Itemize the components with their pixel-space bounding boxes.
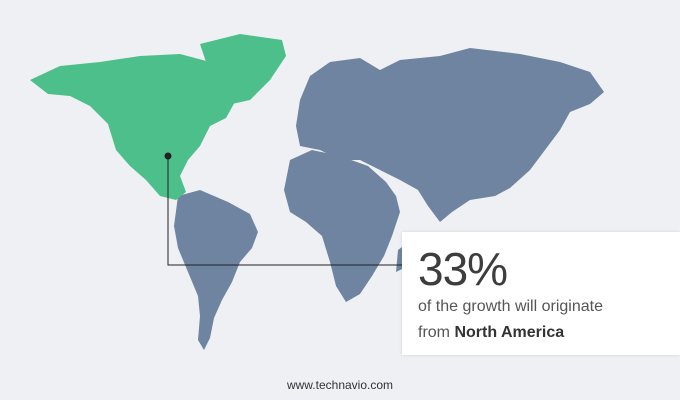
callout-region-line: from North America [418,324,564,342]
callout-card: 33% of the growth will originate from No… [402,232,680,355]
growth-percentage: 33% [418,243,508,295]
south-america [174,190,258,350]
north-america [30,54,236,200]
north-america-highlight [30,34,286,200]
region-name: North America [454,324,565,341]
greenland [200,34,286,104]
africa [284,150,400,302]
callout-leader-line [167,156,402,266]
europe-asia [296,48,604,222]
callout-text: of the growth will originate [418,298,603,315]
footer-website: www.technavio.com [286,378,394,392]
callout-prefix: from [418,324,450,341]
